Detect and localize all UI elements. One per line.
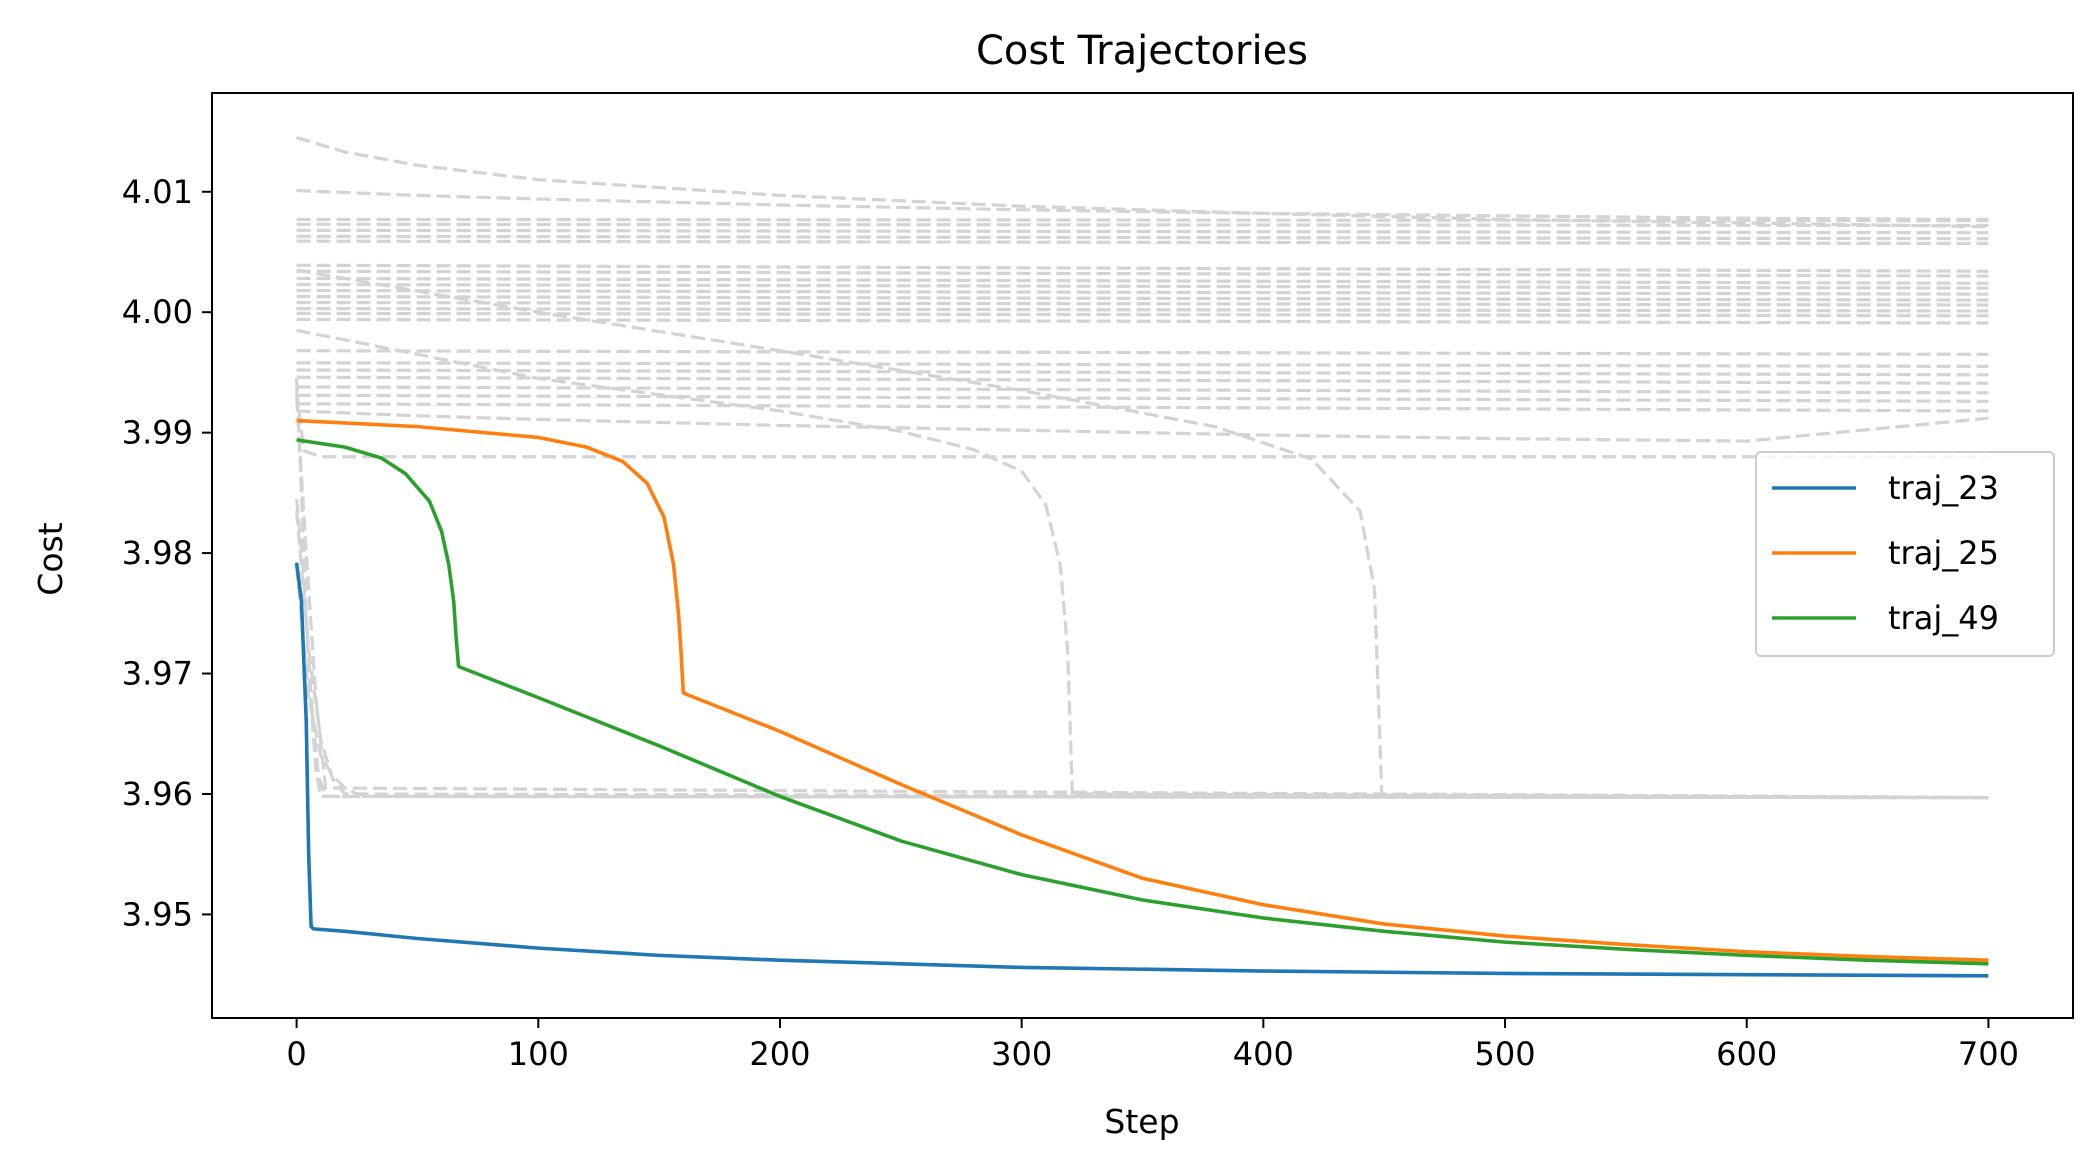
background-trajectory-line-13	[296, 294, 1989, 302]
x-tick-label: 0	[286, 1035, 306, 1073]
background-trajectory-line-1	[296, 136, 1989, 229]
y-tick-label: 3.95	[122, 895, 193, 933]
x-tick-label: 100	[508, 1035, 569, 1073]
background-trajectory-line-19	[296, 361, 1989, 368]
background-trajectory-line-9	[296, 269, 1989, 278]
background-trajectory-line-15	[296, 306, 1989, 313]
legend: traj_23 traj_25 traj_49	[1755, 451, 2055, 657]
legend-label-traj-23: traj_23	[1888, 469, 1999, 507]
background-trajectory-line-16	[296, 311, 1989, 318]
background-trajectories	[294, 136, 1989, 800]
x-tick-label: 200	[749, 1035, 810, 1073]
y-axis: 3.95 3.96 3.97 3.98 3.99 4.00 4.01	[122, 173, 212, 933]
background-trajectory-line-23	[296, 393, 1989, 403]
y-tick-label: 3.96	[122, 775, 193, 813]
series-line-traj-49	[296, 438, 1989, 966]
y-tick-label: 4.00	[122, 293, 193, 331]
background-trajectory-line-12	[296, 288, 1989, 296]
background-trajectory-line-32	[294, 564, 1989, 800]
background-trajectory-line-6	[296, 234, 1989, 241]
background-trajectory-line-2	[296, 188, 1989, 222]
plot-area-frame	[211, 92, 2074, 1019]
background-trajectory-line-14	[296, 300, 1989, 307]
background-trajectory-line-11	[296, 282, 1989, 290]
background-trajectory-line-20	[296, 368, 1989, 377]
highlighted-trajectories	[294, 418, 1989, 978]
background-trajectory-line-7	[296, 239, 1989, 246]
x-axis-label: Step	[1104, 1102, 1179, 1141]
x-tick-label: 300	[991, 1035, 1052, 1073]
x-tick-label: 700	[1958, 1035, 2019, 1073]
series-line-traj-25	[296, 418, 1989, 962]
legend-label-traj-25: traj_25	[1888, 534, 1999, 572]
background-trajectory-line-25	[296, 409, 1989, 443]
x-tick-label: 400	[1233, 1035, 1294, 1073]
legend-label-traj-49: traj_49	[1888, 599, 1999, 637]
x-tick-label: 600	[1716, 1035, 1777, 1073]
background-trajectory-line-33	[294, 396, 1989, 800]
y-axis-label: Cost	[31, 522, 70, 595]
background-trajectory-line-21	[296, 375, 1989, 385]
background-trajectory-line-10	[296, 276, 1989, 285]
x-tick-label: 500	[1474, 1035, 1535, 1073]
legend-box	[1755, 451, 2055, 657]
background-trajectory-line-31	[294, 510, 1989, 800]
y-tick-label: 3.97	[122, 655, 193, 693]
background-trajectory-line-4	[296, 222, 1989, 228]
background-trajectory-line-18	[296, 349, 1989, 356]
y-tick-label: 3.99	[122, 414, 193, 452]
background-trajectory-line-8	[296, 263, 1989, 273]
background-trajectory-line-24	[296, 402, 1989, 413]
series-line-traj-23	[294, 562, 1989, 978]
background-trajectory-line-22	[296, 385, 1989, 395]
background-trajectory-line-28	[296, 268, 1989, 800]
chart-title: Cost Trajectories	[976, 28, 1308, 74]
background-trajectory-line-27	[296, 328, 1989, 800]
x-axis: 0 100 200 300 400 500 600 700	[286, 1018, 2019, 1073]
y-tick-label: 3.98	[122, 534, 193, 572]
background-trajectory-line-3	[296, 217, 1989, 223]
background-trajectory-line-5	[296, 228, 1989, 235]
y-tick-label: 4.01	[122, 173, 193, 211]
